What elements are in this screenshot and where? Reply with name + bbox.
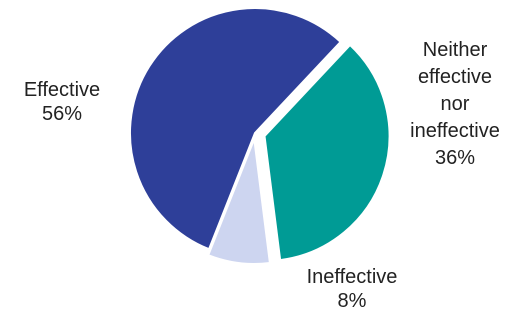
slice-percent: 36% xyxy=(435,147,475,169)
slice-label-neither-effective-nor-ineffective: Neither effective nor ineffective 36% xyxy=(410,39,500,169)
slice-percent: 56% xyxy=(42,103,82,125)
pie-slice-ineffective xyxy=(206,138,272,265)
slice-percent: 8% xyxy=(338,290,367,312)
slice-label-line: effective xyxy=(418,66,492,88)
pie-slice-effective xyxy=(129,7,342,251)
slice-label-line: Ineffective xyxy=(307,266,398,288)
pie-slice-neither-effective-nor-ineffective xyxy=(263,43,391,262)
slice-label-ineffective: Ineffective 8% xyxy=(307,266,398,312)
slice-label-effective: Effective 56% xyxy=(24,79,100,125)
pie-labels: Effective 56% Neither effective nor ineffecti… xyxy=(24,39,500,312)
slice-label-line: Effective xyxy=(24,79,100,101)
pie-slices xyxy=(129,7,391,265)
slice-label-line: Neither xyxy=(423,39,488,61)
slice-label-line: nor xyxy=(441,93,470,115)
slice-label-line: ineffective xyxy=(410,120,500,142)
